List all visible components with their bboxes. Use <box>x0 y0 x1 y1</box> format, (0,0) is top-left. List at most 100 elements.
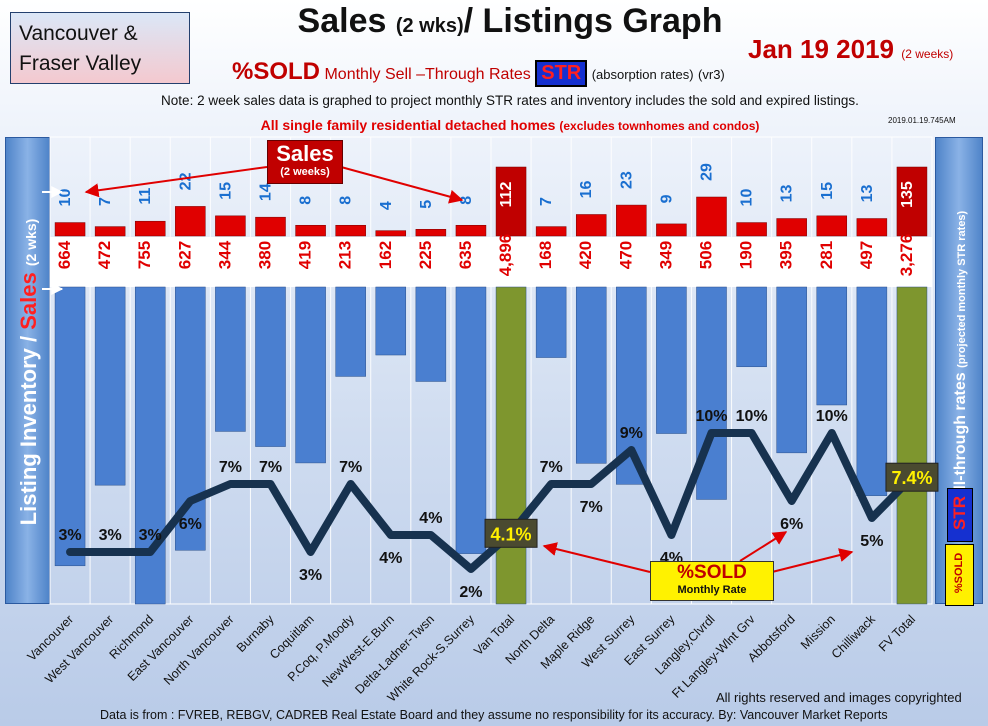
sales-label: 8 <box>298 196 315 205</box>
sales-bar <box>375 230 407 237</box>
pct-label: 2% <box>459 584 482 601</box>
pct-label: 10% <box>695 408 727 425</box>
pct-label: 7% <box>580 499 603 516</box>
sales-label: 29 <box>699 163 716 181</box>
sales-label: 8 <box>458 196 475 205</box>
chart-subtitle: %SOLD Monthly Sell –Through Rates STR (a… <box>232 58 725 87</box>
sales-bar <box>736 222 767 237</box>
inventory-label: 168 <box>536 241 555 269</box>
inventory-bar <box>335 286 366 377</box>
inventory-label: 497 <box>857 241 876 269</box>
subnote-small: (excludes townhomes and condos) <box>559 119 760 133</box>
inventory-label: 472 <box>95 241 114 269</box>
inventory-label: 755 <box>135 241 154 269</box>
inventory-label: 395 <box>777 241 796 269</box>
sales-label: 5 <box>418 200 435 209</box>
inventory-label: 4,896 <box>496 234 515 277</box>
str-badge: STR <box>535 60 588 87</box>
sold-label: %SOLD <box>232 58 321 85</box>
sales-label: 13 <box>779 185 796 203</box>
copyright-text: All rights reserved and images copyright… <box>716 690 962 705</box>
sales-label: 10 <box>739 189 756 207</box>
sales-bar <box>335 224 366 237</box>
inventory-bar <box>856 286 888 496</box>
inventory-bar <box>215 286 246 432</box>
inventory-bar <box>455 286 487 554</box>
sales-callout-title: Sales <box>276 141 334 166</box>
sold-callout: %SOLD Monthly Rate <box>650 561 774 601</box>
pct-label: 4.1% <box>491 524 532 544</box>
sales-bar <box>175 206 206 237</box>
sales-bar <box>495 166 527 237</box>
pct-label: 4% <box>419 510 442 527</box>
sales-label: 14 <box>258 183 275 201</box>
callout-arrows <box>42 166 854 573</box>
inventory-bar <box>896 286 928 605</box>
inventory-label: 162 <box>376 241 395 269</box>
absorption-text: (absorption rates) <box>591 67 694 82</box>
title-sales: Sales <box>297 2 387 40</box>
sold-badge-right: %SOLD <box>945 544 974 606</box>
sales-bar <box>255 216 286 237</box>
chart-title: Sales (2 wks)/ Listings Graph <box>200 2 820 41</box>
sales-bar <box>896 166 928 237</box>
inventory-label: 349 <box>656 241 675 269</box>
sales-bar <box>215 215 246 237</box>
sales-label: 22 <box>177 172 194 190</box>
inventory-label: 506 <box>697 241 716 269</box>
sales-bar <box>295 224 326 237</box>
sales-bar <box>54 222 86 237</box>
pct-label: 6% <box>780 516 803 533</box>
inventory-bar <box>255 286 286 447</box>
sold-callout-sub: Monthly Rate <box>677 584 747 596</box>
inventory-bar <box>94 286 126 486</box>
inventory-bar <box>134 286 166 605</box>
sales-bar <box>535 226 567 237</box>
report-date: Jan 19 2019 (2 weeks) <box>748 34 953 65</box>
sales-label: 135 <box>899 181 916 208</box>
inventory-bar <box>495 286 527 605</box>
pct-label: 3% <box>99 527 122 544</box>
category-label: North Vancouver <box>161 612 237 688</box>
category-label: Chilliwack <box>829 612 879 662</box>
sold-arrow-mid <box>739 531 788 562</box>
sales-bar <box>575 214 607 237</box>
sales-label: 13 <box>859 185 876 203</box>
inventory-bars <box>54 286 928 605</box>
inventory-bar <box>736 286 767 368</box>
pct-highlight-box <box>885 462 939 492</box>
sales-bar <box>455 224 487 237</box>
inventory-bar <box>415 286 447 382</box>
sales-arrow-left <box>84 166 268 198</box>
sales-label: 7 <box>538 197 555 206</box>
category-label: FV Total <box>876 612 918 654</box>
sales-label: 23 <box>618 171 635 189</box>
inventory-label: 420 <box>576 241 595 269</box>
timestamp: 2019.01.19.745AM <box>888 116 956 125</box>
sales-bar <box>816 215 848 237</box>
category-label: NewWest-E.Burn <box>319 612 397 690</box>
inventory-label-band <box>50 237 932 287</box>
inventory-bar <box>535 286 567 358</box>
pct-label: 7% <box>259 459 282 476</box>
sales-label: 11 <box>137 188 154 205</box>
sales-bar <box>696 196 727 237</box>
sales-label: 15 <box>819 182 836 200</box>
subnote-main: All single family residential detached h… <box>260 117 556 133</box>
region-line2: Fraser Valley <box>19 52 142 75</box>
inventory-bar <box>776 286 807 454</box>
pct-label: 7% <box>540 459 563 476</box>
sold-callout-title: %SOLD <box>677 562 747 583</box>
pct-label: 10% <box>816 408 848 425</box>
sales-label: 9 <box>658 194 675 203</box>
note-text: Note: 2 week sales data is graphed to pr… <box>161 93 859 108</box>
region-box: Vancouver & Fraser Valley <box>10 12 190 84</box>
pct-label: 7% <box>339 459 362 476</box>
pct-label: 7.4% <box>891 468 932 488</box>
date-text: Jan 19 2019 <box>748 34 895 64</box>
sales-label: 16 <box>578 180 595 198</box>
pct-label: 3% <box>58 527 81 544</box>
inventory-bar <box>375 286 407 356</box>
data-source-text: Data is from : FVREB, REBGV, CADREB Real… <box>100 708 888 722</box>
